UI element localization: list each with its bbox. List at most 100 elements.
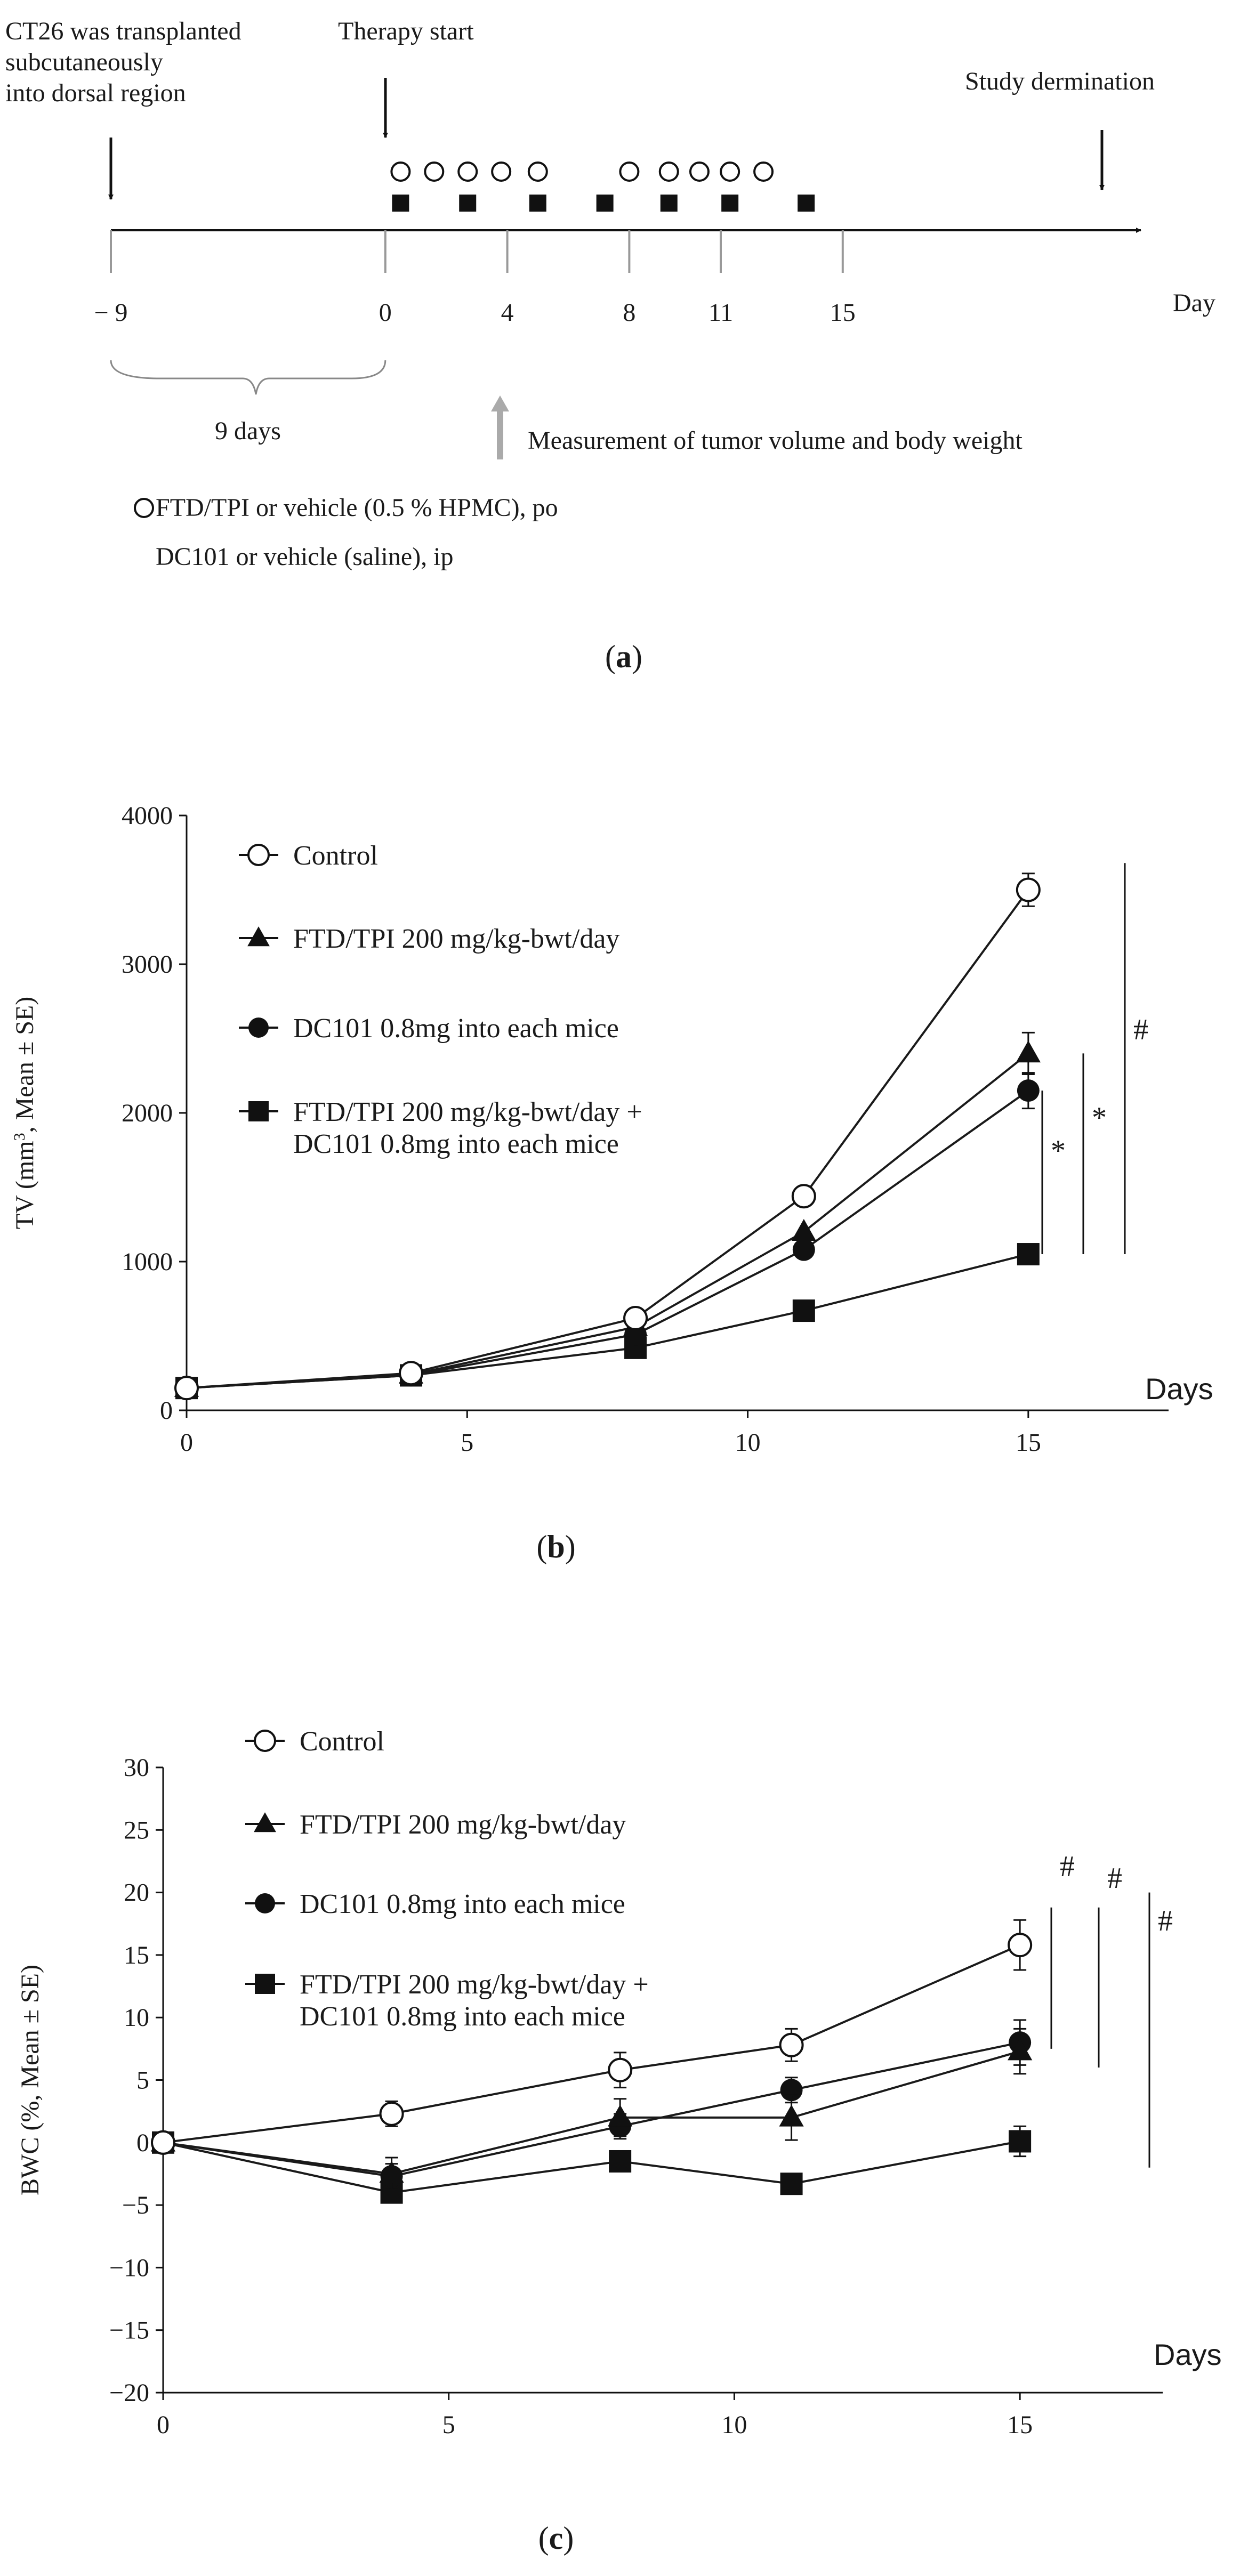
timeline-tick-label: 15 — [830, 298, 856, 327]
x-tick-label: 15 — [1016, 1428, 1041, 1457]
data-point-series-1 — [1008, 2038, 1033, 2061]
measurement-label: Measurement of tumor volume and body wei… — [528, 426, 1022, 455]
ftd-dose-marker — [527, 161, 548, 182]
data-point-series-1 — [608, 2104, 633, 2127]
y-tick-label: 4000 — [122, 802, 173, 830]
y-axis-label: TV (mm3, Mean ± SE) — [11, 997, 39, 1229]
legend-marker — [248, 1101, 269, 1121]
legend-label: DC101 0.8mg into each mice — [300, 2001, 625, 2032]
timeline-tick-label: − 9 — [94, 298, 127, 327]
day-unit-label: Day — [1173, 289, 1215, 317]
legend-text: FTD/TPI or vehicle (0.5 % HPMC), po — [156, 494, 558, 522]
transplant-label-line: subcutaneously — [5, 48, 163, 76]
data-point-series-1 — [779, 2104, 804, 2127]
data-point-series-0 — [174, 1376, 199, 1401]
y-tick-label: 0 — [160, 1396, 173, 1425]
data-point-series-0 — [779, 2032, 804, 2057]
caption-a: (a) — [605, 639, 642, 674]
interval-brace — [110, 360, 387, 395]
ftd-dose-marker — [457, 161, 478, 182]
y-tick-label: 0 — [136, 2129, 149, 2157]
transplant-label-line: CT26 was transplanted — [5, 17, 241, 45]
y-tick-label: −15 — [109, 2316, 149, 2345]
interval-label: 9 days — [215, 417, 281, 445]
dc101-dose-marker — [660, 195, 678, 212]
x-tick-label: 10 — [721, 2411, 747, 2439]
timeline-tick-label: 8 — [623, 298, 635, 327]
legend-label: Control — [300, 1726, 384, 1757]
therapy-start-label: Therapy start — [338, 17, 474, 45]
legend-label: FTD/TPI 200 mg/kg-bwt/day — [293, 924, 619, 954]
ftd-dose-marker — [753, 161, 774, 182]
x-axis-label: Days — [1154, 2338, 1222, 2371]
x-tick-label: 0 — [180, 1428, 193, 1457]
dc101-dose-marker — [392, 195, 409, 212]
y-tick-label: 20 — [124, 1879, 149, 1907]
significance-label: * — [1051, 1134, 1066, 1167]
ftd-dose-marker — [689, 161, 710, 182]
caption-b: (b) — [536, 1529, 575, 1564]
y-tick-label: 3000 — [122, 950, 173, 979]
legend-marker — [255, 1974, 275, 1994]
panel-a-timeline: − 9 0 4 8 11 15 Day CT26 was transplanted subcut… — [5, 17, 1215, 674]
data-point-series-0 — [623, 1306, 648, 1331]
dc101-dose-marker — [596, 195, 614, 212]
legend-marker — [247, 844, 270, 866]
y-tick-label: 5 — [136, 2066, 149, 2095]
y-tick-label: 15 — [124, 1941, 149, 1969]
legend-label: DC101 0.8mg into each mice — [300, 1889, 625, 1919]
y-tick-label: 30 — [124, 1754, 149, 1782]
legend-label: FTD/TPI 200 mg/kg-bwt/day + — [300, 1969, 649, 2000]
y-tick-label: −20 — [109, 2379, 149, 2407]
data-point-series-3 — [792, 1299, 815, 1322]
data-point-series-3 — [1017, 1243, 1040, 1266]
ftd-dose-marker — [424, 161, 445, 182]
legend-symbol-open-circle — [134, 498, 154, 518]
significance-label: # — [1158, 1904, 1173, 1937]
legend-marker — [247, 926, 270, 947]
data-point-series-0 — [1008, 1933, 1033, 1958]
significance-label: # — [1107, 1862, 1122, 1895]
y-tick-label: 10 — [124, 2004, 149, 2032]
data-point-series-1 — [791, 1219, 816, 1241]
legend-marker — [255, 1893, 275, 1913]
y-tick-label: 25 — [124, 1816, 149, 1844]
legend-label: FTD/TPI 200 mg/kg-bwt/day + — [293, 1097, 642, 1127]
x-axis-label: Days — [1145, 1372, 1213, 1406]
x-tick-label: 0 — [157, 2411, 170, 2439]
transplant-label-line: into dorsal region — [5, 79, 186, 107]
data-point-series-1 — [1016, 1040, 1041, 1063]
y-tick-label: 1000 — [122, 1248, 173, 1276]
ftd-dose-marker — [390, 161, 411, 182]
significance-label: # — [1060, 1850, 1075, 1883]
y-tick-label: −5 — [122, 2191, 149, 2219]
series-line-3 — [163, 2140, 1020, 2194]
y-tick-label: 2000 — [122, 1099, 173, 1127]
ftd-dose-marker — [491, 161, 512, 182]
dc101-dose-marker — [529, 195, 546, 212]
legend-label: FTD/TPI 200 mg/kg-bwt/day — [300, 1810, 626, 1840]
data-point-series-3 — [609, 2150, 632, 2173]
series-line-3 — [186, 1253, 1029, 1390]
y-axis-label: BWC (%, Mean ± SE) — [16, 1965, 44, 2195]
data-point-series-0 — [608, 2057, 633, 2082]
panel-c-body-weight-chart: −20 −15 −10 −5 0 5 10 15 20 25 30 0 5 10 15 Days BWC (%,… — [16, 1726, 1222, 2556]
ftd-dose-marker — [720, 161, 740, 182]
data-point-series-3 — [780, 2173, 803, 2195]
legend-marker — [254, 1812, 276, 1832]
data-point-series-2 — [1017, 1079, 1040, 1102]
dc101-dose-marker — [798, 195, 815, 212]
legend-label: DC101 0.8mg into each mice — [293, 1129, 619, 1159]
timeline-tick-label: 4 — [501, 298, 514, 327]
dc101-dose-marker — [721, 195, 739, 212]
timeline-tick-label: 11 — [708, 298, 733, 327]
x-tick-label: 5 — [442, 2411, 455, 2439]
y-tick-label: −10 — [109, 2254, 149, 2282]
data-point-series-0 — [379, 2101, 404, 2126]
data-point-series-0 — [399, 1361, 424, 1386]
legend-label: Control — [293, 841, 378, 871]
legend-text: DC101 or vehicle (saline), ip — [156, 543, 454, 571]
data-point-series-1 — [379, 2161, 404, 2183]
series-line-2 — [163, 2041, 1020, 2178]
